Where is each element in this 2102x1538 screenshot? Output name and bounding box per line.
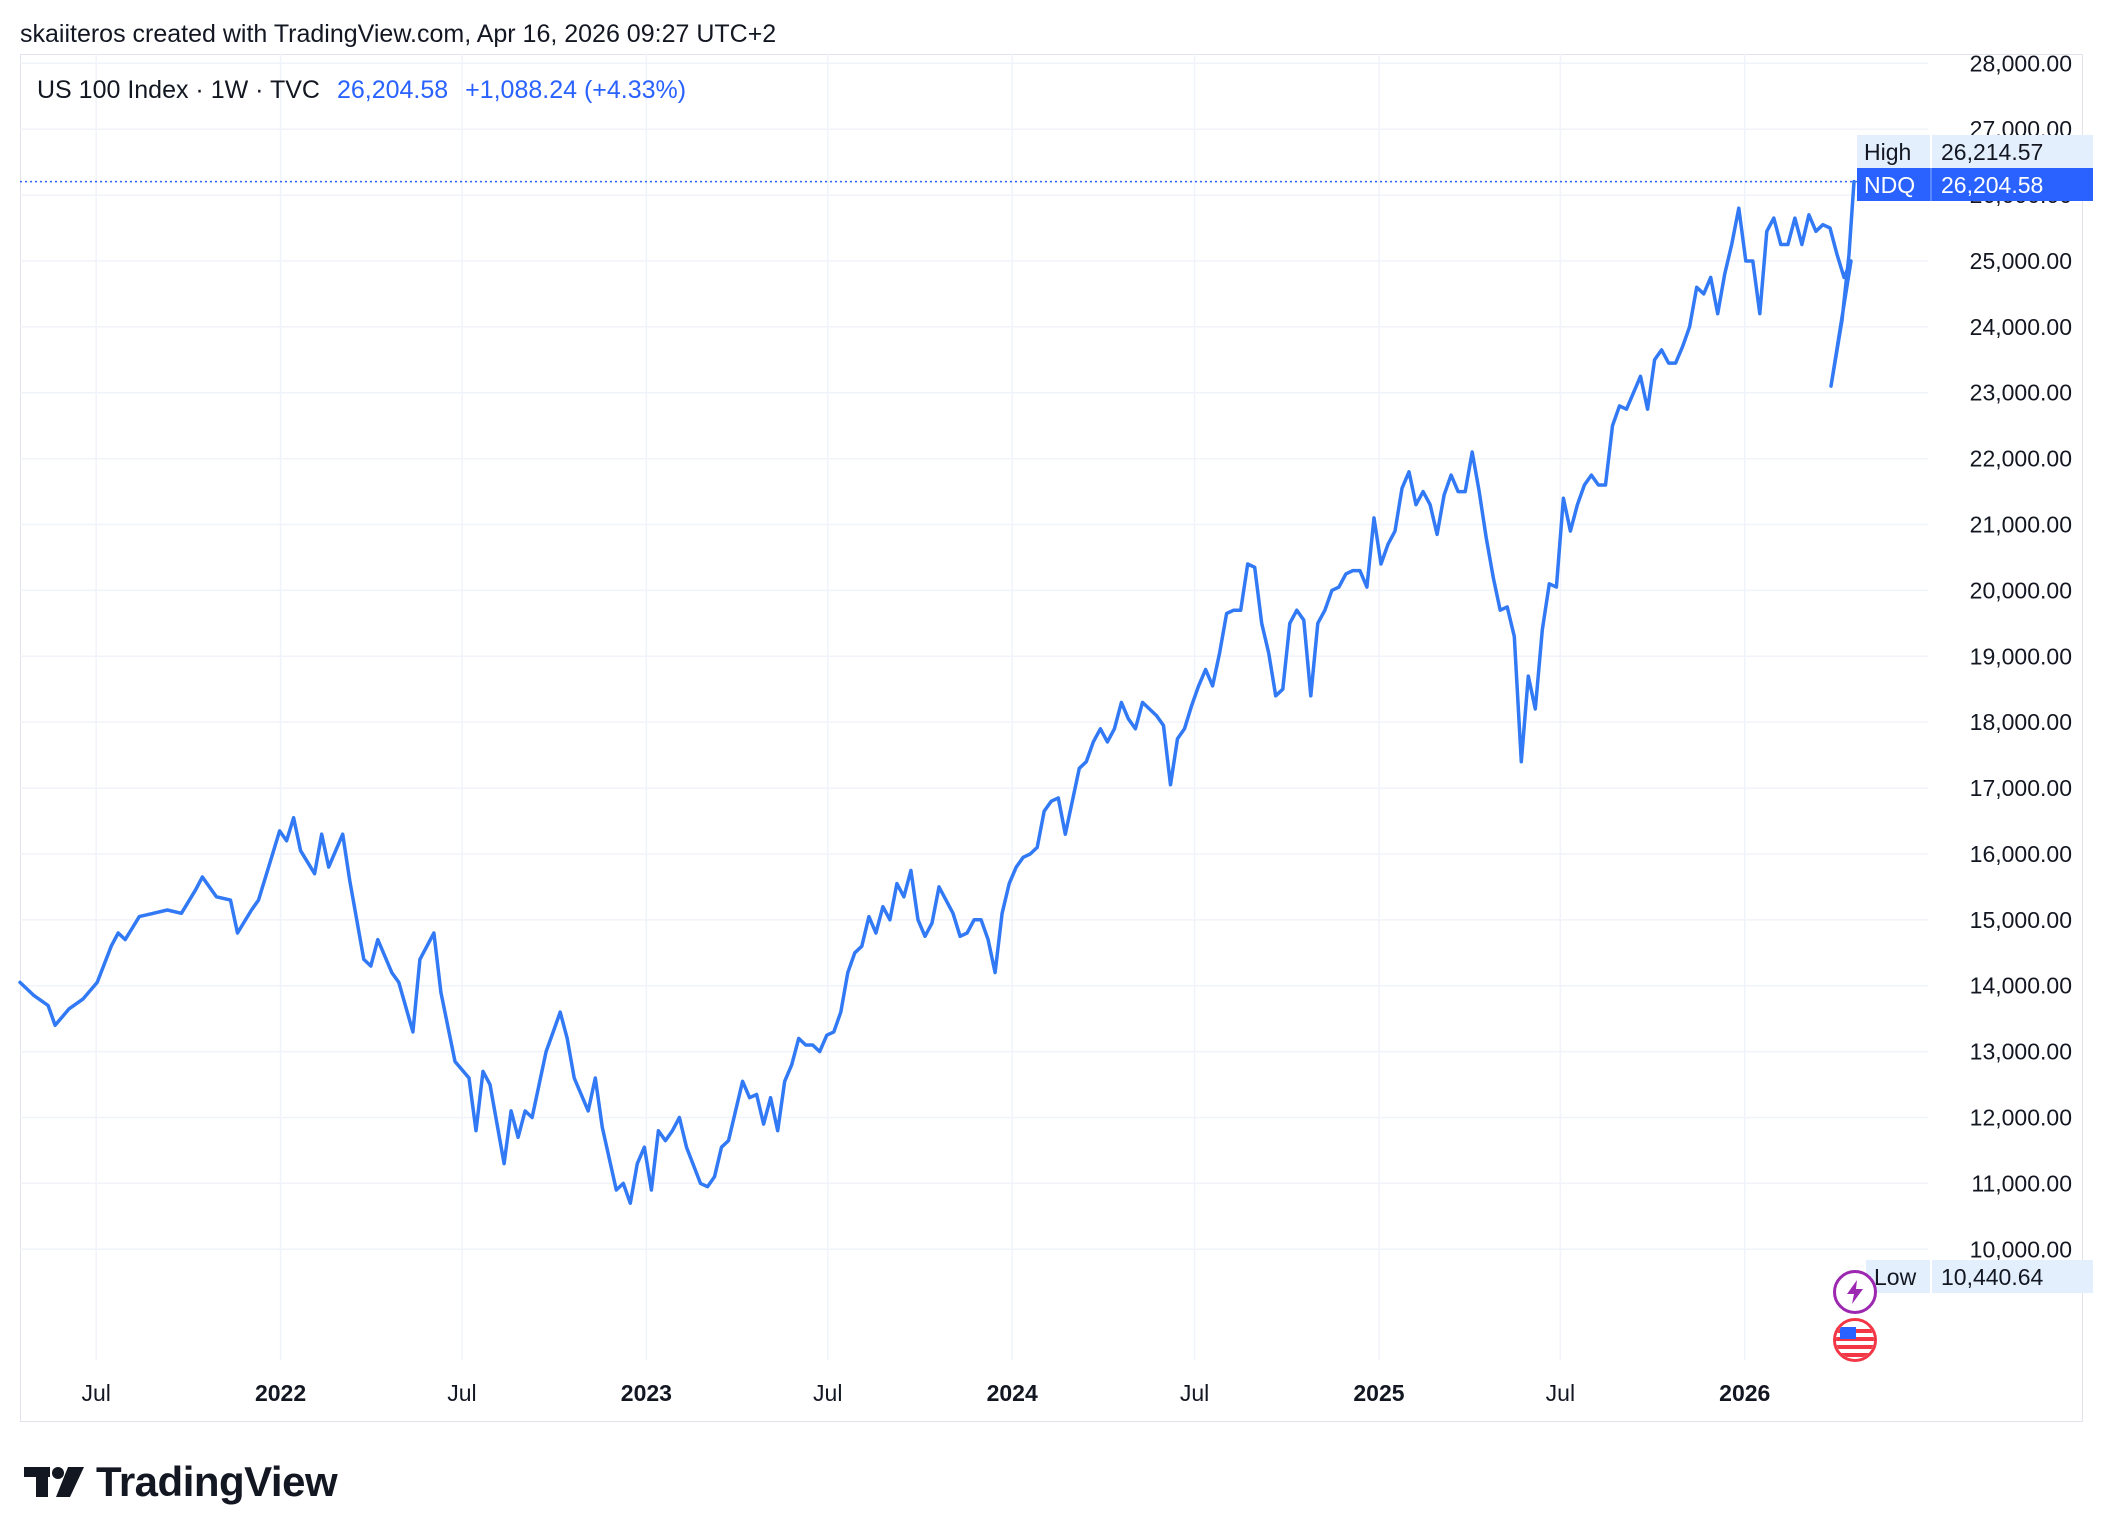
x-tick-label: 2024 — [987, 1380, 1038, 1406]
y-tick-label: 25,000.00 — [1970, 248, 2072, 274]
y-tick-label: 18,000.00 — [1970, 709, 2072, 735]
last-label: NDQ — [1864, 172, 1915, 198]
price-change: +1,088.24 (+4.33%) — [465, 76, 687, 104]
y-tick-label: 17,000.00 — [1970, 775, 2072, 801]
x-tick-label: Jul — [1546, 1380, 1575, 1406]
high-value: 26,214.57 — [1941, 139, 2043, 165]
price-axis[interactable]: 10,000.00 11,000.00 12,000.00 13,000.00 14,0… — [1970, 50, 2072, 1262]
y-tick-label: 20,000.00 — [1970, 577, 2072, 603]
x-tick-label: 2025 — [1353, 1380, 1404, 1406]
x-tick-label: Jul — [81, 1380, 110, 1406]
y-tick-label: 11,000.00 — [1971, 1170, 2072, 1196]
y-tick-label: 23,000.00 — [1970, 380, 2072, 406]
y-tick-label: 24,000.00 — [1970, 314, 2072, 340]
x-tick-label: 2022 — [255, 1380, 306, 1406]
grid — [20, 54, 1928, 1360]
low-label: Low — [1874, 1264, 1917, 1290]
y-tick-label: 15,000.00 — [1970, 907, 2072, 933]
brand-name: TradingView — [96, 1458, 338, 1505]
chart-frame[interactable] — [20, 54, 2083, 1422]
y-tick-label: 14,000.00 — [1970, 973, 2072, 999]
us-flag-icon[interactable] — [1833, 1318, 1877, 1362]
low-value: 10,440.64 — [1941, 1264, 2044, 1290]
chart-caption: skaiiteros created with TradingView.com,… — [20, 20, 777, 48]
brand: TradingView — [24, 1458, 338, 1506]
last-price: 26,204.58 — [336, 76, 449, 104]
y-tick-label: 19,000.00 — [1970, 643, 2072, 669]
x-tick-label: 2026 — [1719, 1380, 1770, 1406]
y-tick-label: 10,000.00 — [1970, 1236, 2072, 1262]
y-tick-label: 13,000.00 — [1970, 1039, 2072, 1065]
high-label: High — [1864, 139, 1911, 165]
lightning-icon[interactable] — [1833, 1270, 1877, 1314]
y-tick-label: 28,000.00 — [1970, 50, 2072, 76]
y-tick-label: 12,000.00 — [1970, 1105, 2072, 1131]
low-price-tag: Low 10,440.64 — [1866, 1260, 2093, 1293]
x-tick-label: Jul — [447, 1380, 476, 1406]
y-tick-label: 16,000.00 — [1970, 841, 2072, 867]
y-tick-label: 21,000.00 — [1970, 512, 2072, 538]
time-axis[interactable]: Jul 2022 Jul 2023 Jul 2024 Jul 2025 Jul 2026 — [81, 1380, 1770, 1406]
y-tick-label: 22,000.00 — [1970, 446, 2072, 472]
last-price-tag: NDQ 26,204.58 — [1857, 168, 2093, 201]
symbol-name[interactable]: US 100 Index · 1W · TVC — [37, 76, 320, 104]
price-tags: High 26,214.57 NDQ 26,204.58 Low 10,440.… — [1857, 135, 2093, 1293]
x-tick-label: Jul — [1180, 1380, 1209, 1406]
price-series — [18, 179, 1857, 1205]
price-line — [18, 179, 1856, 1205]
x-tick-label: 2023 — [621, 1380, 672, 1406]
high-price-tag: High 26,214.57 — [1857, 135, 2093, 168]
x-tick-label: Jul — [813, 1380, 842, 1406]
tradingview-logo-icon — [24, 1467, 84, 1497]
symbol-legend[interactable]: US 100 Index · 1W · TVC 26,204.58 +1,088… — [37, 76, 686, 105]
last-value: 26,204.58 — [1941, 172, 2043, 198]
